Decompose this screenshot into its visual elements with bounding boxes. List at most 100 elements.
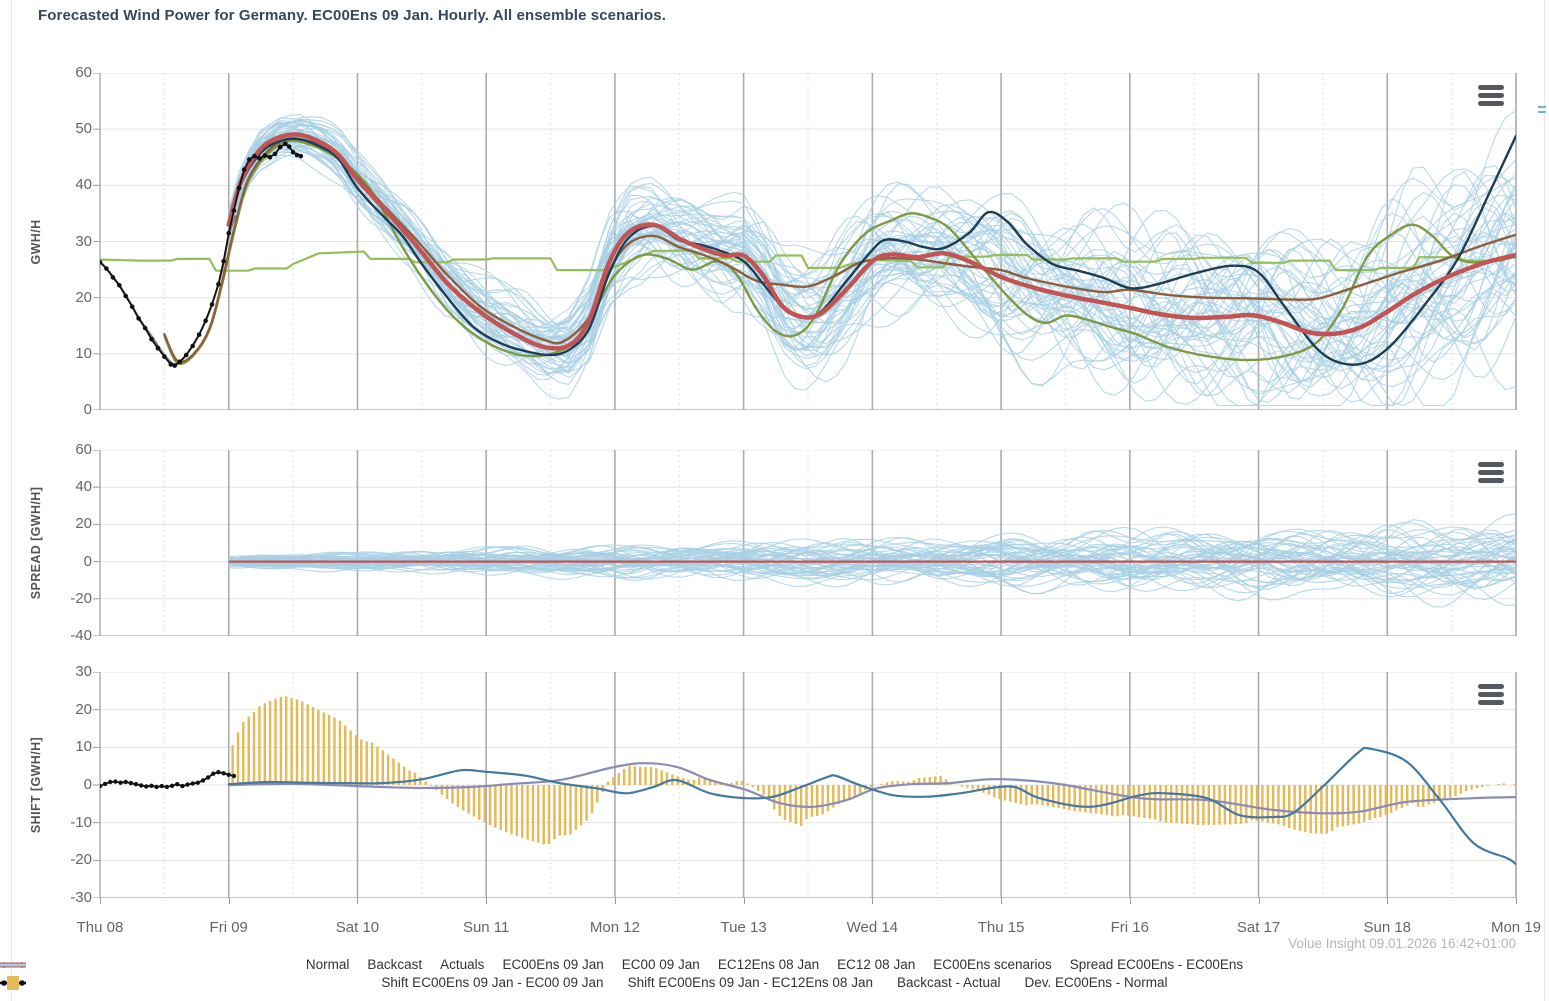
y-tick-label: 20 [75,288,92,306]
resize-handle-mark[interactable] [1538,111,1546,113]
actuals-series [100,141,304,368]
backcast-minus-actual-series [100,770,237,790]
legend-label: Backcast [367,957,423,972]
legend-label: EC00Ens scenarios [933,957,1052,972]
grid [93,73,1517,410]
main-chart-panel[interactable] [0,73,1549,410]
x-axis-label: Thu 08 [76,919,124,936]
x-tick-mark [743,898,745,904]
y-tick-label: 60 [75,64,92,81]
x-tick-mark [228,898,230,904]
legend-label: Shift EC00Ens 09 Jan - EC12Ens 08 Jan [627,975,873,990]
y-tick-label: 0 [83,776,92,793]
x-tick-mark [872,898,874,904]
y-tick-label: 20 [75,515,92,533]
x-tick-mark [357,898,359,904]
normal-series [100,249,1516,272]
shift-chart-panel[interactable] [0,672,1549,898]
legend-item-ec00ens-09-jan[interactable]: EC00Ens 09 Jan [0,957,604,972]
y-tick-label: -20 [70,851,92,869]
y-tick-label: 30 [75,232,92,250]
legend-swatch-square [7,975,19,990]
x-axis-label: Mon 19 [1490,919,1542,936]
chart-menu-icon[interactable] [1478,462,1504,483]
x-tick-mark [1001,898,1003,904]
legend-label: EC00 09 Jan [621,957,700,972]
dev-bars [231,696,1516,845]
spread-chart-panel[interactable] [0,450,1549,636]
legend-item-ec00ens-scenarios[interactable]: EC00Ens scenarios [0,957,1052,972]
x-tick-mark [100,898,101,904]
chart-menu-icon[interactable] [1478,85,1504,106]
adjacent-panel-border [1544,0,1545,1001]
chart-title: Forecasted Wind Power for Germany. EC00E… [38,7,666,24]
x-axis-label: Wed 14 [846,919,899,936]
shift-ec12ens-series [227,762,1516,815]
x-tick-mark [1516,898,1517,904]
actuals-series-line [100,142,302,367]
y-tick-label: -10 [70,813,92,831]
y-tick-label: 0 [83,401,92,418]
resize-handle-mark[interactable] [1538,106,1546,108]
chart-legend: Normal Backcast Actuals EC00Ens 09 Jan EC00 … [0,957,1549,990]
y-tick-label: 40 [75,478,92,496]
x-axis-label: Fri 09 [209,919,248,936]
legend-item-dev-ec00ens-normal[interactable]: Dev. EC00Ens - Normal [7,975,1168,990]
x-tick-mark [1129,898,1131,904]
y-tick-label: 40 [75,176,92,194]
x-axis-label: Fri 16 [1110,919,1149,936]
x-axis-label: Sat 10 [335,919,380,936]
legend-item-ec12ens-08-jan[interactable]: EC12Ens 08 Jan [0,957,820,972]
legend-item-ec12-08-jan[interactable]: EC12 08 Jan [0,957,916,972]
legend-label: Backcast - Actual [896,975,1001,990]
legend-item-normal[interactable]: Normal [0,957,350,972]
y-tick-label: 20 [75,700,92,718]
legend-label: Spread EC00Ens - EC00Ens [1069,957,1244,972]
chart-menu-icon[interactable] [1478,684,1504,705]
x-axis-label: Sun 11 [462,919,510,936]
legend-label: Dev. EC00Ens - Normal [1024,975,1168,990]
ec00ens-series [226,132,1516,351]
y-tick-label: 50 [75,120,92,138]
x-axis-label: Mon 12 [589,919,640,936]
legend-swatch-line [0,963,26,966]
watermark-text: Volue Insight 09.01.2026 16:42+01:00 [1288,936,1516,951]
legend-label: EC12 08 Jan [837,957,916,972]
x-axis-label: Sun 18 [1363,919,1412,936]
legend-row: Normal Backcast Actuals EC00Ens 09 Jan EC00 … [0,957,1244,972]
legend-item-backcast[interactable]: Backcast [0,957,423,972]
legend-item-backcast-actual[interactable]: Backcast - Actual [0,975,1001,990]
legend-item-actuals[interactable]: Actuals [0,957,485,972]
x-axis-label: Tue 13 [720,919,767,936]
x-tick-mark [486,898,488,904]
x-tick-mark [1258,898,1260,904]
y-tick-label: -30 [70,889,92,906]
legend-item-shift-ec00ens-09-jan-ec00-09-jan[interactable]: Shift EC00Ens 09 Jan - EC00 09 Jan [0,975,604,990]
y-tick-label: 0 [83,552,92,570]
page-left-border [11,0,12,1001]
x-axis-label: Thu 15 [977,919,1025,936]
y-tick-label: 60 [75,441,92,458]
legend-label: Actuals [440,957,485,972]
x-axis-label: Sat 17 [1236,919,1281,936]
y-axis-label: SHIFT [GWH/H] [29,736,43,834]
x-tick-mark [614,898,616,904]
legend-label: EC00Ens 09 Jan [502,957,604,972]
legend-label: EC12Ens 08 Jan [717,957,820,972]
shift-ec00-series [227,746,1516,866]
legend-item-ec00-09-jan[interactable]: EC00 09 Jan [0,957,700,972]
grid [93,672,1517,898]
y-tick-label: 10 [75,738,92,756]
y-axis-label: SPREAD [GWH/H] [29,486,43,600]
legend-item-shift-ec00ens-09-jan-ec12ens-08-jan[interactable]: Shift EC00Ens 09 Jan - EC12Ens 08 Jan [0,975,873,990]
y-axis-label: GWH/H [29,218,43,265]
legend-row: Shift EC00Ens 09 Jan - EC00 09 Jan Shift … [0,975,1168,990]
y-tick-label: -40 [70,627,92,644]
legend-label: Normal [305,957,350,972]
legend-label: Shift EC00Ens 09 Jan - EC00 09 Jan [381,975,604,990]
legend-item-spread-ec00ens-ec00ens[interactable]: Spread EC00Ens - EC00Ens [0,957,1244,972]
y-tick-label: 30 [75,663,92,680]
x-tick-mark [1387,898,1389,904]
ec12-series [163,139,1516,366]
